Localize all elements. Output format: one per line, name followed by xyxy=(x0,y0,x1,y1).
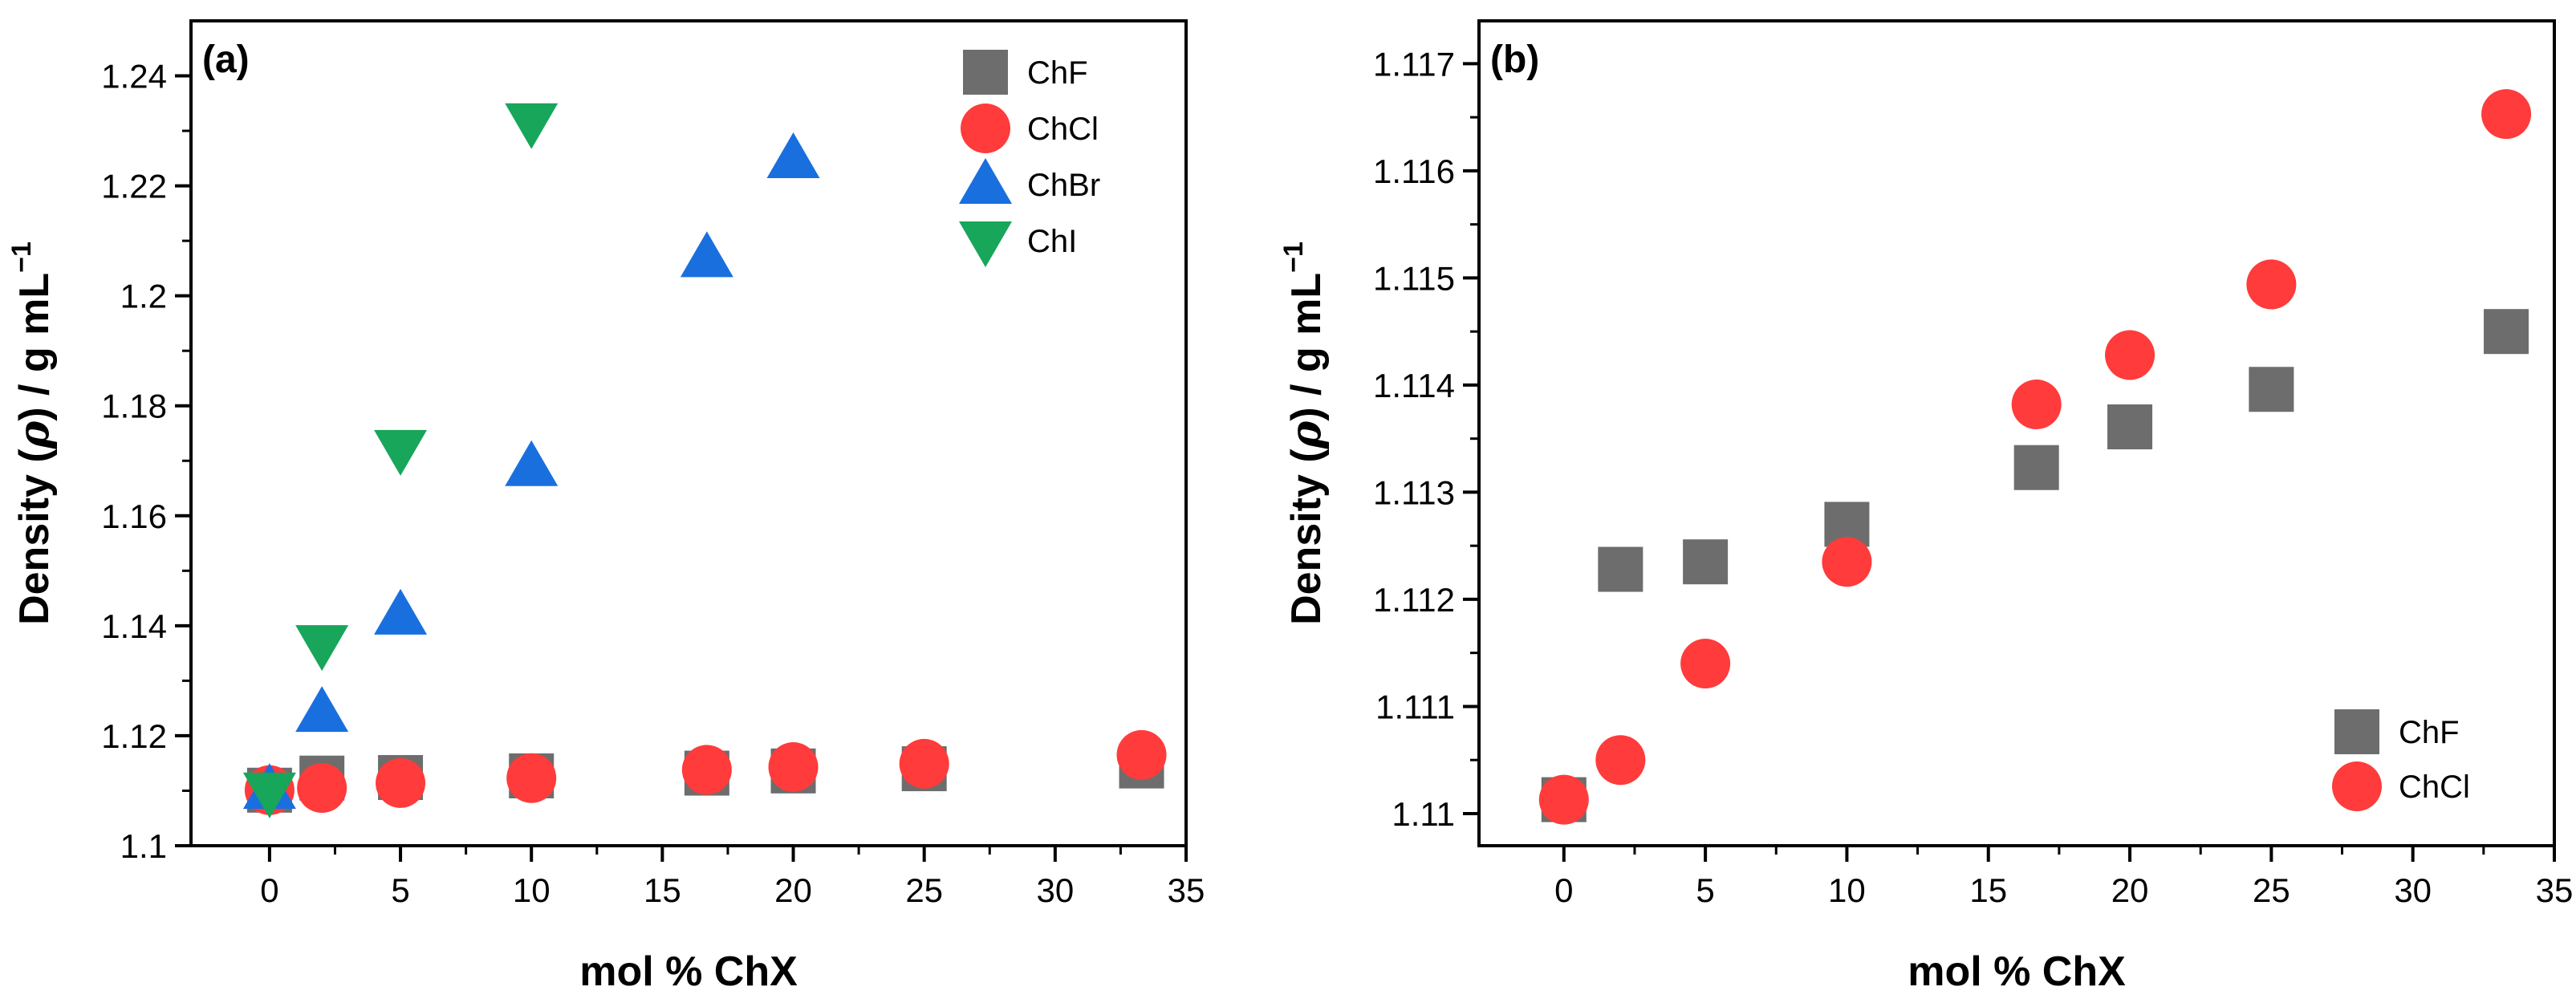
data-point-chf xyxy=(2484,309,2529,355)
data-point-chcl xyxy=(768,741,819,792)
legend-marker-chbr xyxy=(959,158,1012,204)
data-point-chcl xyxy=(899,738,949,789)
y-tick-label: 1.11 xyxy=(1392,795,1455,833)
y-tick-label: 1.22 xyxy=(101,168,167,205)
data-point-chcl xyxy=(1680,639,1731,689)
y-axis-title-pre: Density ( xyxy=(11,449,58,625)
panel-a: 0 5 10 15 20 25 30 35 1.1 1.12 1.14 1.16 1.18 1.2 1.22… xyxy=(6,19,1205,995)
x-tick-label: 10 xyxy=(513,871,551,909)
y-tick-label: 1.24 xyxy=(101,58,167,95)
y-tick-label: 1.117 xyxy=(1373,45,1455,83)
data-point-chbr xyxy=(374,588,428,635)
panel-label: (a) xyxy=(202,39,250,81)
legend-label-chbr: ChBr xyxy=(1027,168,1100,203)
legend-label-chf: ChF xyxy=(2399,715,2460,750)
data-point-chi xyxy=(295,625,349,672)
data-point-chcl xyxy=(1822,537,1872,587)
data-point-chcl xyxy=(376,757,426,808)
data-point-chbr xyxy=(766,132,820,179)
data-point-chcl xyxy=(681,745,732,795)
y-tick-label: 1.115 xyxy=(1373,259,1455,297)
y-axis-title: Density (ρ) / g mL−1 xyxy=(6,242,59,625)
legend-marker-chf xyxy=(963,50,1008,95)
legend-label-chf: ChF xyxy=(1027,55,1088,91)
y-axis-title: Density (ρ) / g mL−1 xyxy=(1278,242,1331,625)
y-tick-label: 1.113 xyxy=(1373,473,1455,511)
y-axis-title-post: ) / g mL xyxy=(1283,273,1330,421)
y-tick-label: 1.112 xyxy=(1373,581,1455,619)
x-tick-label: 35 xyxy=(2536,871,2574,909)
legend-marker-chcl xyxy=(961,104,1010,153)
y-tick-label: 1.18 xyxy=(101,388,167,425)
y-tick-label: 1.1 xyxy=(120,827,167,865)
data-point-chi xyxy=(242,772,296,818)
data-point-chcl xyxy=(506,753,557,803)
y-axis-title-rho: ρ xyxy=(1282,420,1331,449)
y-tick-label: 1.2 xyxy=(120,278,167,315)
x-tick-label: 30 xyxy=(2394,871,2432,909)
y-tick-label: 1.114 xyxy=(1373,367,1455,404)
x-tick-label: 0 xyxy=(1554,871,1573,909)
plot-frame xyxy=(1477,19,2556,847)
data-point-chcl xyxy=(1538,774,1589,825)
x-tick-label: 20 xyxy=(2111,871,2149,909)
data-point-chf xyxy=(2107,404,2153,449)
data-point-chi xyxy=(505,103,559,149)
x-tick-label: 25 xyxy=(2253,871,2290,909)
data-point-chi xyxy=(374,429,428,476)
plot-frame xyxy=(189,19,1188,847)
data-point-chbr xyxy=(680,231,733,278)
x-tick-label: 5 xyxy=(1696,871,1714,909)
legend-label-chcl: ChCl xyxy=(1027,112,1099,147)
x-tick-label: 30 xyxy=(1036,871,1074,909)
data-point-chf xyxy=(1598,546,1644,592)
data-point-chbr xyxy=(295,686,349,733)
data-point-chbr xyxy=(505,440,559,486)
data-point-chf xyxy=(1683,539,1729,585)
panel-b: 0 5 10 15 20 25 30 35 1.11 1.111 1.112 1.113 1.114 1.… xyxy=(1278,19,2574,995)
data-point-chcl xyxy=(1595,735,1646,786)
x-axis-title: mol % ChX xyxy=(579,948,798,995)
legend-marker-chcl xyxy=(2332,761,2382,811)
y-axis-title-pre: Density ( xyxy=(1283,449,1330,625)
y-axis-title-sup: −1 xyxy=(1278,242,1309,273)
x-tick-label: 5 xyxy=(391,871,409,909)
y-axis-title-post: ) / g mL xyxy=(11,273,58,421)
data-point-chcl xyxy=(2246,259,2297,310)
y-tick-label: 1.14 xyxy=(101,607,167,645)
x-tick-label: 20 xyxy=(774,871,812,909)
data-point-chf xyxy=(2013,445,2059,490)
x-tick-label: 15 xyxy=(1969,871,2007,909)
x-tick-label: 25 xyxy=(905,871,943,909)
data-point-chcl xyxy=(2105,330,2155,380)
panel-label: (b) xyxy=(1490,39,1539,81)
x-tick-label: 15 xyxy=(644,871,681,909)
data-point-chcl xyxy=(1116,729,1167,780)
legend-label-chi: ChI xyxy=(1027,224,1077,259)
data-point-chcl xyxy=(297,763,347,814)
y-tick-label: 1.16 xyxy=(101,497,167,535)
data-point-chf xyxy=(2249,367,2294,412)
y-axis-title-rho: ρ xyxy=(10,420,59,449)
x-tick-label: 35 xyxy=(1168,871,1205,909)
data-point-chcl xyxy=(2481,89,2532,140)
y-axis-title-sup: −1 xyxy=(6,242,37,273)
x-tick-label: 0 xyxy=(260,871,278,909)
data-point-chcl xyxy=(2011,379,2062,429)
y-tick-label: 1.111 xyxy=(1375,688,1455,725)
y-tick-label: 1.12 xyxy=(101,717,167,755)
x-axis-title: mol % ChX xyxy=(1908,948,2126,995)
y-tick-label: 1.116 xyxy=(1373,152,1455,190)
x-tick-label: 10 xyxy=(1828,871,1866,909)
legend-label-chcl: ChCl xyxy=(2399,769,2470,805)
legend-marker-chi xyxy=(959,221,1012,267)
legend-marker-chf xyxy=(2334,709,2379,754)
